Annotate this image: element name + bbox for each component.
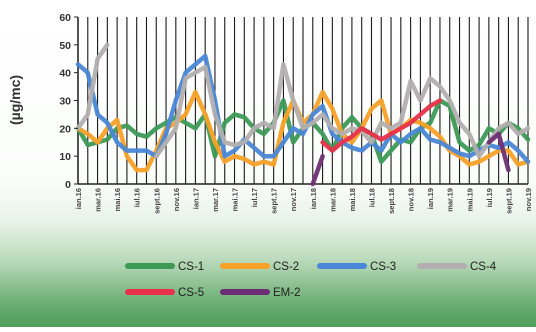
legend-label-em-2: EM-2: [273, 287, 300, 299]
y-tick-label: 50: [59, 40, 71, 52]
x-tick-label: mar.17: [211, 188, 220, 212]
y-tick-label: 60: [59, 12, 71, 24]
y-tick-label: 10: [59, 151, 71, 163]
x-tick-label: mar.18: [328, 188, 337, 212]
x-tick-label: mar.19: [446, 188, 455, 212]
x-tick-label: sept.17: [270, 188, 279, 214]
y-tick-label: 20: [59, 123, 71, 135]
x-tick-label: ian.19: [426, 188, 435, 209]
y-tick-label: 0: [65, 179, 71, 191]
x-tick-label: mai.18: [348, 188, 357, 211]
legend-label-cs-5: CS-5: [178, 287, 204, 299]
x-tick-label: sept.18: [387, 188, 396, 214]
x-tick-label: iul.17: [250, 188, 259, 207]
x-tick-label: ian.16: [74, 188, 83, 209]
series-line-cs-4: [75, 42, 110, 131]
x-tick-label: mai.16: [113, 188, 122, 211]
x-tick-label: sept.19: [504, 188, 513, 214]
legend: CS-1 CS-2 CS-3 CS-4 CS-5 EM-2: [125, 261, 497, 299]
y-axis-label: (µg/mc): [7, 75, 23, 125]
x-tick-label: nov.18: [407, 188, 416, 211]
series-line-em-2: [310, 153, 325, 187]
series-line-cs-5: [320, 98, 443, 153]
x-tick-label: ian.18: [309, 188, 318, 209]
x-tick-label: mai.19: [465, 188, 474, 211]
x-tick-label: mai.17: [231, 188, 240, 211]
y-tick-label: 40: [59, 68, 71, 80]
series-line-cs-3: [75, 53, 531, 164]
x-tick-label: sept.16: [152, 188, 161, 214]
x-tick-label: ian.17: [191, 188, 200, 209]
legend-label-cs-4: CS-4: [470, 261, 497, 273]
series-line-em-2: [486, 131, 511, 173]
x-tick-label: iul.18: [367, 188, 376, 207]
x-tick-label: nov.17: [289, 188, 298, 211]
x-tick-label: nov.16: [172, 188, 181, 211]
vertical-gridlines: [77, 17, 529, 184]
data-series: [75, 42, 531, 187]
legend-label-cs-1: CS-1: [178, 261, 204, 273]
x-tick-label: iul.16: [133, 188, 142, 207]
x-tick-label: nov.19: [524, 188, 533, 211]
legend-label-cs-2: CS-2: [273, 261, 299, 273]
series-line-cs-4: [154, 62, 531, 159]
tick-labels: 0 10 20 30 40 50 60 ian.16 mar.16 mai.16 iul.16 sep…: [59, 12, 533, 214]
y-tick-label: 30: [59, 96, 71, 108]
x-tick-label: mar.16: [94, 188, 103, 212]
x-tick-label: iul.19: [485, 188, 494, 207]
legend-label-cs-3: CS-3: [370, 261, 396, 273]
